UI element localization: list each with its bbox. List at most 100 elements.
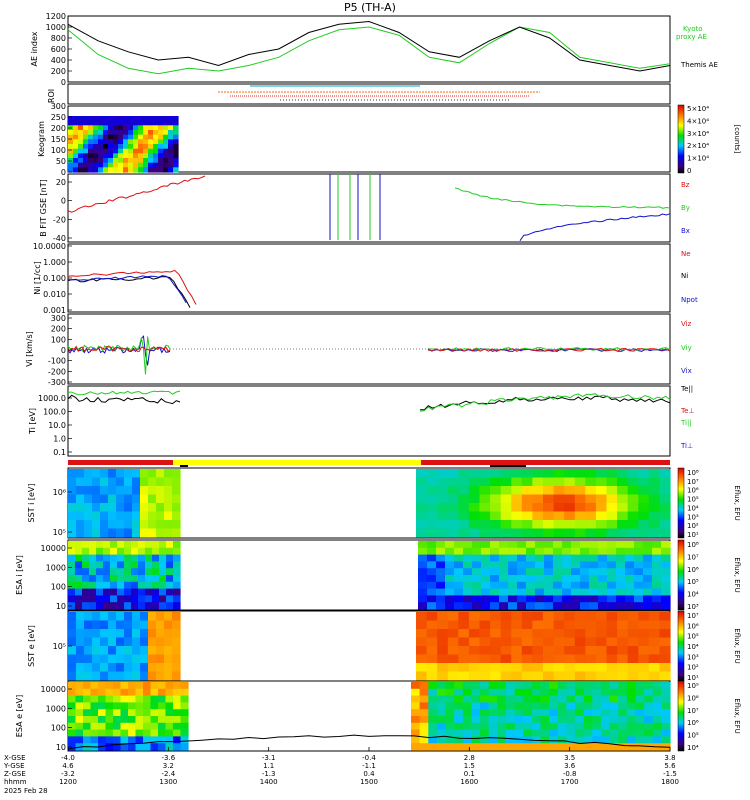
sst-i-cell [595, 477, 608, 487]
esa-i-cell [472, 541, 482, 549]
ytick-label: 100.0 [43, 408, 66, 417]
esa-e-cell [68, 695, 77, 703]
sst-e-cell [564, 620, 576, 630]
esa-e-cell [68, 688, 77, 697]
sst-e-cell [172, 620, 181, 630]
sst-i-cell [595, 503, 608, 513]
esa-i-cell [508, 547, 518, 556]
esa-e-cell [644, 702, 654, 710]
keogram-cell [68, 139, 74, 145]
sst-i-cell [108, 511, 117, 521]
esa-e-cell [523, 729, 533, 737]
esa-e-cell [98, 688, 107, 697]
ytick-label: 0.1 [53, 448, 66, 457]
esa-i-cell [110, 561, 118, 569]
esa-e-cell [549, 722, 559, 731]
xtick-hhmm: 1400 [260, 778, 278, 786]
esa-i-cell [436, 581, 446, 590]
sst-e-cell [164, 629, 173, 639]
sst-e-cell [606, 620, 618, 630]
esa-e-cell [158, 709, 167, 717]
esa-e-cell [488, 709, 498, 717]
keogram-cell [73, 134, 79, 140]
esa-i-cell [103, 602, 111, 610]
sst-e-cell [116, 612, 125, 622]
sst-i-cell [76, 520, 85, 530]
esa-i-cell [418, 595, 428, 603]
keogram-cell [93, 125, 99, 131]
legend-bz: Bz [681, 181, 690, 189]
sst-i-cell [659, 469, 671, 479]
sst-i-cell [564, 511, 576, 521]
esa-e-cell [506, 743, 516, 751]
esa-i-cell [499, 581, 509, 590]
esa-i-cell [661, 561, 671, 569]
sst-i-cell [437, 486, 449, 496]
esa-i-cell [508, 588, 518, 596]
esa-i-cell [124, 602, 132, 610]
esa-e-cell [173, 682, 182, 690]
sst-i-cell [76, 528, 85, 538]
sst-i-cell [92, 477, 101, 487]
sst-e-cell [76, 663, 85, 673]
esa-i-cell [445, 595, 455, 603]
temperature-ylabel: Ti [eV] [28, 408, 37, 435]
x-axis: X-GSE Y-GSE Z-GSE hhmm 2025 Feb 28 -4.04… [3, 747, 679, 795]
sst-e-cell [172, 637, 181, 647]
esa-e-cell [143, 688, 152, 697]
esa-e-cell [113, 702, 122, 710]
esa-e-cell [506, 736, 516, 744]
legend-ne: Ne [681, 250, 691, 258]
esa-e-cell [428, 682, 438, 690]
esa-e-cell [150, 722, 159, 731]
esa-e-cell [540, 729, 550, 737]
esa-e-cell [68, 743, 77, 751]
esa-i-cell [75, 575, 83, 583]
esa-i-cell [634, 588, 644, 596]
esa-i-cell [445, 588, 455, 596]
esa-i-cell [138, 541, 146, 549]
sst-i-cell [164, 511, 173, 521]
esa-i-cell [103, 541, 111, 549]
esa-e-cell [661, 695, 671, 703]
esa-e-cell [618, 729, 628, 737]
ytick-label: 0.100 [43, 274, 66, 283]
esa-i-cell [454, 568, 464, 576]
esa-i-cell [517, 595, 527, 603]
keogram-cell [173, 125, 179, 131]
ytick-label: 800 [51, 34, 66, 43]
esa-i-cell [427, 547, 437, 556]
esa-e-ylabel: ESA e [eV] [15, 695, 24, 737]
page-title: P5 (TH-A) [344, 1, 396, 14]
sst-e-cell [124, 671, 133, 681]
region-red-1 [68, 460, 173, 465]
sst-e-cell [124, 646, 133, 656]
sst-i-cell [116, 486, 125, 496]
sst-i-cell [116, 494, 125, 504]
esa-e-cell [445, 736, 455, 744]
esa-i-cell [427, 588, 437, 596]
esa-e-black-trace [67, 734, 671, 750]
sst-i-cell [108, 486, 117, 496]
keogram-cell [123, 162, 129, 168]
esa-e-cell [540, 682, 550, 690]
sst-i-cell [521, 520, 533, 530]
esa-i-cell [89, 561, 97, 569]
keogram-cell [168, 134, 174, 140]
esa-e-cell [454, 682, 464, 690]
sst-e-cell [458, 671, 470, 681]
ytick-label: 100 [51, 724, 66, 733]
sst-i-cell [511, 469, 523, 479]
keogram-cell [88, 158, 94, 164]
sst-e-cell [490, 637, 502, 647]
sst-e-cell [574, 620, 586, 630]
esa-e-cell [105, 743, 114, 751]
esa-i-cell [124, 581, 132, 590]
esa-i-cell [499, 541, 509, 549]
esa-e-cell [626, 682, 636, 690]
esa-i-cell [68, 575, 76, 583]
esa-i-cell [463, 575, 473, 583]
esa-i-cell [643, 575, 653, 583]
sst-e-cell [479, 637, 491, 647]
sst-i-cell [458, 503, 470, 513]
